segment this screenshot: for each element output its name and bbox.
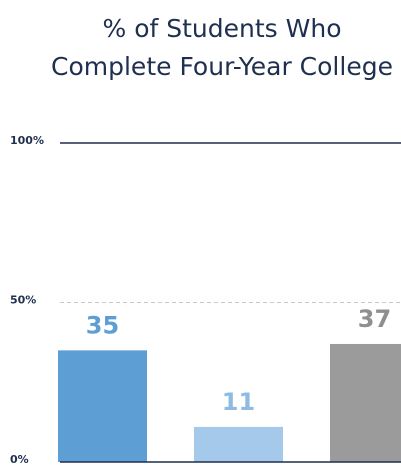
y-tick-label: 0% [10,453,29,466]
bar [330,343,401,462]
value-label: 37 [358,305,391,333]
value-label: 35 [86,311,119,339]
value-label: 11 [222,388,255,416]
y-tick-label: 100% [10,134,44,147]
bar [194,426,283,462]
chart-title-line: % of Students Who [103,14,342,43]
chart-title-line: Complete Four-Year College [51,52,393,81]
y-tick-label: 50% [10,294,36,307]
bar [58,350,147,462]
